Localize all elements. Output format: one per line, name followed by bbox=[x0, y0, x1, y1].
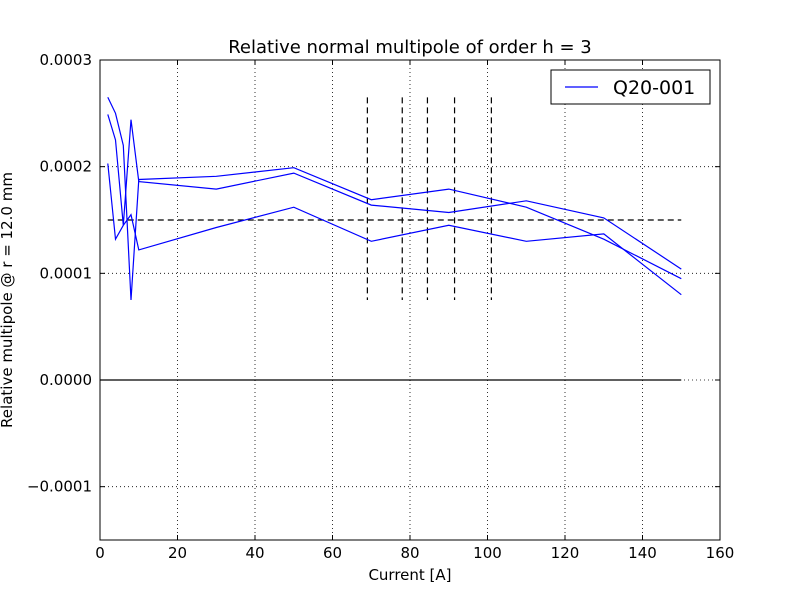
axis-ticks: 0 20 40 60 80 100 120 140 160 −0.0001 0.0000 0.0001… bbox=[27, 51, 734, 562]
series-line bbox=[107, 114, 682, 270]
x-tick-label: 160 bbox=[706, 544, 735, 562]
x-tick-label: 60 bbox=[323, 544, 342, 562]
x-tick-label: 20 bbox=[168, 544, 187, 562]
series-line bbox=[107, 97, 682, 301]
x-tick-label: 120 bbox=[551, 544, 580, 562]
legend-label: Q20-001 bbox=[613, 77, 695, 99]
y-tick-label: 0.0000 bbox=[40, 371, 93, 389]
x-tick-label: 140 bbox=[628, 544, 657, 562]
y-tick-label: −0.0001 bbox=[27, 478, 92, 496]
y-tick-label: 0.0003 bbox=[40, 51, 93, 69]
y-axis-label: Relative multipole @ r = 12.0 mm bbox=[0, 172, 16, 428]
series-line bbox=[107, 163, 682, 296]
x-tick-label: 0 bbox=[95, 544, 105, 562]
x-axis-label: Current [A] bbox=[368, 566, 451, 584]
legend: Q20-001 bbox=[550, 69, 711, 105]
x-tick-label: 100 bbox=[473, 544, 502, 562]
chart-title: Relative normal multipole of order h = 3 bbox=[228, 37, 592, 58]
series-lines bbox=[107, 97, 682, 301]
x-tick-label: 40 bbox=[245, 544, 264, 562]
x-tick-label: 80 bbox=[400, 544, 419, 562]
y-tick-label: 0.0001 bbox=[40, 264, 93, 282]
y-tick-label: 0.0002 bbox=[40, 158, 93, 176]
